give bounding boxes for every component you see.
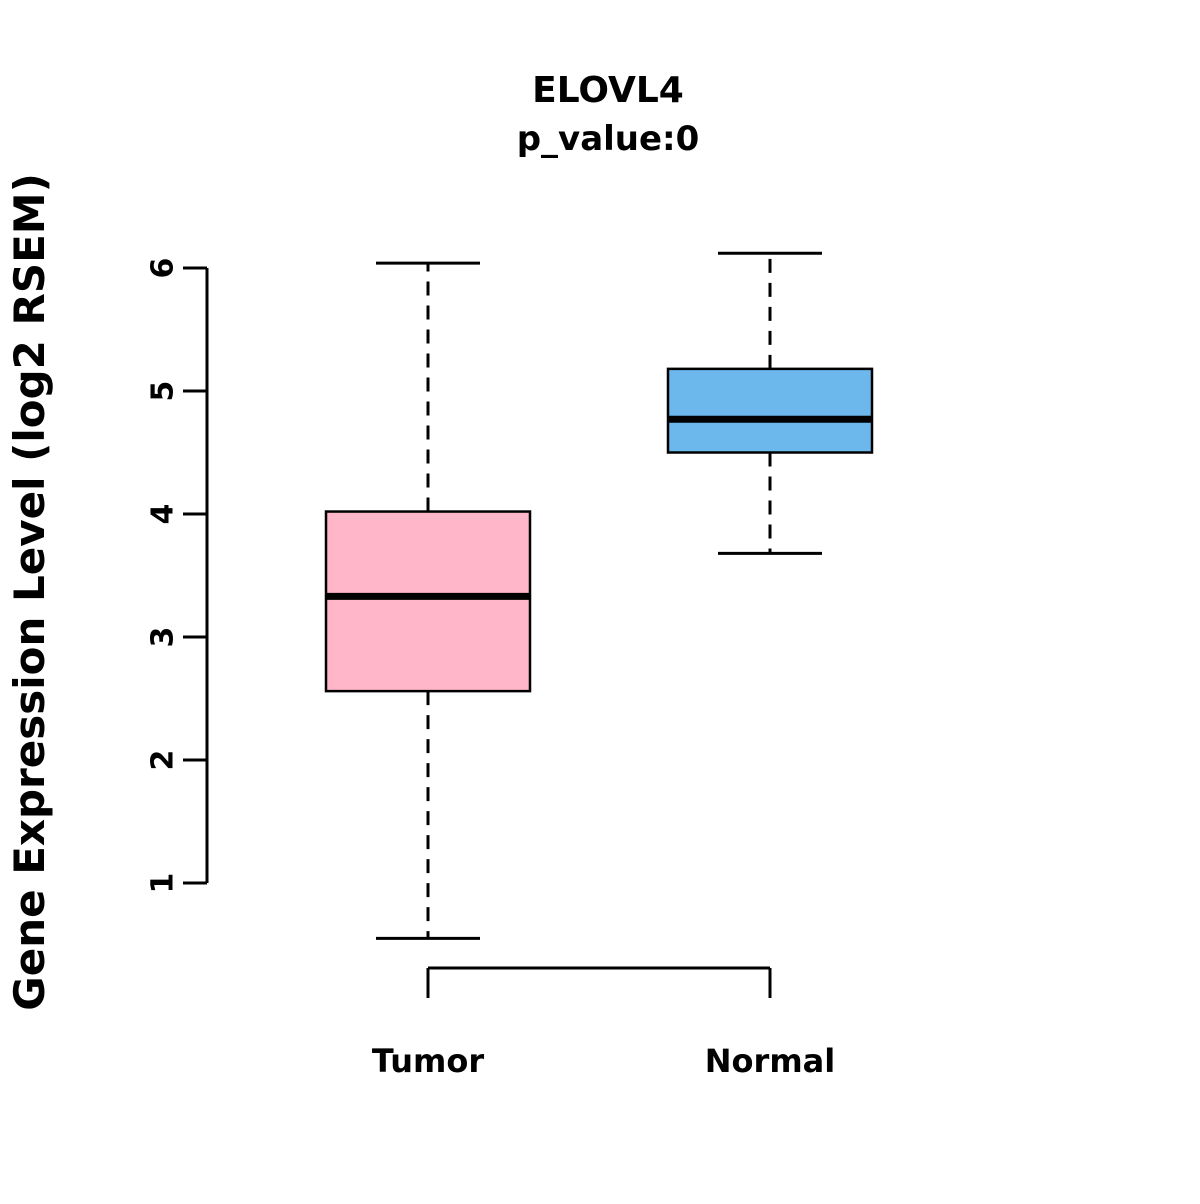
y-tick-label-1: 1 xyxy=(146,873,181,894)
boxplot-normal xyxy=(666,251,874,555)
y-tick-label-4: 4 xyxy=(146,504,181,525)
x-label-normal: Normal xyxy=(705,1042,835,1080)
y-tick-label-5: 5 xyxy=(146,381,181,402)
iqr-box-normal xyxy=(666,367,874,454)
axes-group: 1 2 3 4 5 6 Tumor Normal xyxy=(146,258,836,1080)
y-tick-label-3: 3 xyxy=(146,627,181,648)
boxes-group xyxy=(324,251,874,940)
y-tick-label-2: 2 xyxy=(146,750,181,771)
y-tick-label-6: 6 xyxy=(146,258,181,279)
y-axis-label: Gene Expression Level (log2 RSEM) xyxy=(5,173,54,1011)
boxplot-tumor xyxy=(324,261,532,940)
iqr-box-tumor xyxy=(324,510,532,693)
chart-title: ELOVL4 xyxy=(532,70,684,111)
x-label-tumor: Tumor xyxy=(372,1042,484,1080)
chart-subtitle: p_value:0 xyxy=(517,119,700,159)
